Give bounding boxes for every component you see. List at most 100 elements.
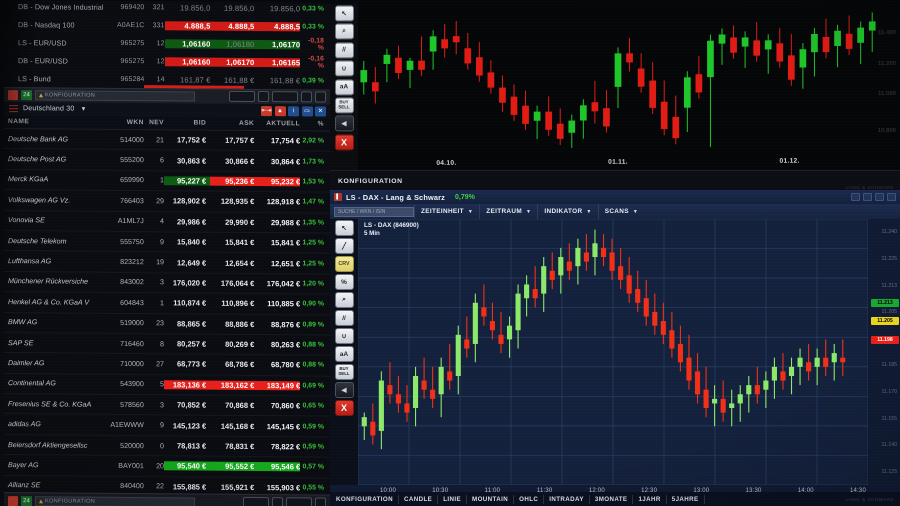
table-row[interactable]: Continental AG 543900 5 183,136 €183,162 €1… xyxy=(4,373,330,397)
status-item[interactable]: OHLC xyxy=(514,494,545,504)
table-row[interactable]: Deutsche Bank AG 514000 21 17,752 € 17,757 €… xyxy=(4,129,330,152)
stock-wkn: 843002 xyxy=(120,278,144,287)
stock-bid: 78,813 € xyxy=(177,441,207,451)
menu-zeiteinheit[interactable]: ZEITEINHEIT ▼ xyxy=(414,204,479,219)
bottom-konfiguration-field[interactable]: KONFIGURATION xyxy=(35,495,195,506)
status-item[interactable]: 5JAHRE xyxy=(667,494,705,504)
toolbar-button-5[interactable] xyxy=(315,91,326,104)
window-minimize-button[interactable] xyxy=(851,193,860,201)
stock-ask: 183,162 € xyxy=(210,380,255,390)
menu-zeitraum[interactable]: ZEITRAUM ▼ xyxy=(479,204,537,219)
lower-chart-title: LS - DAX - Lang & Schwarz xyxy=(346,192,446,202)
percent-icon[interactable]: % xyxy=(334,274,354,290)
konfiguration-label[interactable]: KONFIGURATION xyxy=(338,178,403,185)
speaker-icon[interactable]: ◀ xyxy=(334,115,354,132)
parallel-lines-icon[interactable]: // xyxy=(334,310,354,326)
bottom-button-3[interactable] xyxy=(286,497,312,506)
menu-indikator[interactable]: INDIKATOR ▼ xyxy=(537,204,597,219)
y-tick-label: 11.240 xyxy=(881,229,897,236)
stock-percent: 0,89 % xyxy=(302,321,324,329)
stock-ask: 88,886 € xyxy=(225,319,255,329)
panel-icon-close[interactable]: ✕ xyxy=(315,106,326,117)
table-row[interactable]: adidas AG A1EWWW 9 145,123 € 145,168 € 145,14… xyxy=(4,414,330,438)
konfiguration-field[interactable]: KONFIGURATION xyxy=(35,90,195,102)
crv-icon[interactable]: CRV xyxy=(334,256,354,272)
bottom-record-icon[interactable] xyxy=(8,495,18,506)
bottom-button-2[interactable] xyxy=(272,497,283,506)
buy-sell-icon[interactable]: BUY SELL xyxy=(334,364,354,380)
text-icon[interactable]: aA xyxy=(334,78,354,96)
table-row[interactable]: Merck KGaA 659990 1 95,227 €95,236 €95,232 … xyxy=(4,169,330,193)
status-item[interactable]: MOUNTAIN xyxy=(467,494,515,504)
text-icon[interactable]: aA xyxy=(334,346,354,362)
status-item[interactable]: KONFIGURATION xyxy=(330,494,399,504)
table-row[interactable]: SAP SE 716460 8 80,257 € 80,269 € 80,263 €0,8… xyxy=(4,332,330,356)
speaker-icon[interactable]: ◀ xyxy=(334,382,354,398)
stock-aktuell: 110,885 € xyxy=(267,299,301,309)
table-row[interactable]: Fresenius SE & Co. KGaA 578560 3 70,852 € 70… xyxy=(4,394,330,418)
stock-nev: 0 xyxy=(160,441,164,450)
menu-scans[interactable]: SCANS ▼ xyxy=(597,204,644,219)
toolbar-button-1[interactable] xyxy=(229,91,255,103)
lower-chart-statusbar: KONFIGURATION CANDLE LINIE MOUNTAIN OHLC INTR… xyxy=(330,492,900,506)
window-restore-button[interactable] xyxy=(863,193,872,201)
toolbar-button-2[interactable] xyxy=(258,91,269,103)
stock-percent: 1,47 % xyxy=(302,198,324,206)
panel-icon-filter[interactable]: ⇤⇥ xyxy=(261,106,272,117)
status-item[interactable]: 1JAHR xyxy=(633,494,667,504)
table-row[interactable]: Münchener Rückversiche 843002 3 176,020 € 17… xyxy=(4,271,330,295)
window-close-button[interactable] xyxy=(887,193,896,201)
bottom-button-1[interactable] xyxy=(243,496,269,506)
parallel-lines-icon[interactable]: // xyxy=(334,42,354,59)
window-maximize-button[interactable] xyxy=(875,193,884,201)
bottom-button-4[interactable] xyxy=(315,497,326,506)
magnifier-icon[interactable]: ⌕ xyxy=(334,292,354,308)
table-row[interactable]: Vonovia SE A1ML7J 4 29,986 € 29,990 € 29,988 … xyxy=(4,210,330,234)
stock-nev: 23 xyxy=(156,319,164,328)
trendline-icon[interactable]: ╱ xyxy=(334,238,354,254)
panel-icon-window[interactable]: ▭ xyxy=(301,106,313,117)
y-tick-label: 11.155 xyxy=(881,415,897,422)
lower-candlestick-chart[interactable]: LS - DAX (846900) 5 Min xyxy=(358,219,868,485)
table-row[interactable]: Bayer AG BAY001 20 95,540 €95,552 €95,546 €… xyxy=(4,455,330,479)
table-row[interactable]: Beiersdorf Aktiengesellsc 520000 0 78,813 €… xyxy=(4,434,330,458)
status-item[interactable]: 3MONATE xyxy=(590,494,634,504)
x-tick-label: 01.11. xyxy=(608,158,628,166)
stock-wkn: 543900 xyxy=(120,380,144,389)
magnifier-icon[interactable]: ⌕ xyxy=(334,23,354,40)
table-row[interactable]: Henkel AG & Co. KGaA V 604843 1 110,874 € 11… xyxy=(4,292,330,316)
record-icon[interactable] xyxy=(8,90,18,101)
cursor-plus-icon[interactable]: ↖ xyxy=(334,220,354,236)
panel-icon-alert[interactable]: ▲ xyxy=(274,106,286,117)
close-icon[interactable]: X xyxy=(334,134,354,151)
market-selector[interactable]: Deutschland 30 ▼ ⇤⇥ ▲ i ▭ ✕ xyxy=(4,102,330,119)
stock-wkn: 555750 xyxy=(120,237,144,246)
index-quote-list: DB - Dow Jones Industrial 969420 321 19.856… xyxy=(4,0,330,90)
cursor-icon[interactable]: ↖ xyxy=(334,5,354,22)
toolbar-button-4[interactable] xyxy=(301,91,312,103)
stock-nev: 9 xyxy=(160,421,164,430)
chart-search-input[interactable]: SUCHE / WKN / ISIN xyxy=(334,206,414,217)
table-row[interactable]: BMW AG 519000 23 88,865 € 88,886 € 88,876 €0,… xyxy=(4,312,330,336)
stock-percent: 1,73 % xyxy=(302,157,324,166)
stock-percent: 1,25 % xyxy=(302,239,324,247)
toolbar-button-3[interactable] xyxy=(272,91,298,103)
stock-name: Continental AG xyxy=(8,379,56,388)
curve-icon[interactable]: ∪ xyxy=(334,60,354,77)
table-row[interactable]: Lufthansa AG 823212 19 12,649 € 12,654 € 12,6… xyxy=(4,251,330,275)
buy-sell-icon[interactable]: BUY SELL xyxy=(334,97,354,114)
status-item[interactable]: LINIE xyxy=(438,494,468,504)
close-icon[interactable]: X xyxy=(334,400,354,416)
status-item[interactable]: CANDLE xyxy=(399,494,439,504)
chevron-down-icon[interactable]: ▼ xyxy=(80,106,87,113)
table-row[interactable]: Daimler AG 710000 27 68,773 € 68,786 € 68,780… xyxy=(4,353,330,377)
stock-nev: 5 xyxy=(160,380,164,389)
table-row[interactable]: Deutsche Post AG 555200 6 30,863 € 30,866 € 3… xyxy=(4,149,330,173)
upper-candlestick-chart[interactable] xyxy=(358,0,878,155)
y-tick-label: 11.125 xyxy=(881,468,897,475)
status-item[interactable]: INTRADAY xyxy=(544,494,590,504)
curve-icon[interactable]: ∪ xyxy=(334,328,354,344)
panel-icon-info[interactable]: i xyxy=(288,106,299,117)
table-row[interactable]: Deutsche Telekom 555750 9 15,840 €15,841 €1… xyxy=(4,230,330,254)
table-row[interactable]: Volkswagen AG Vz. 766403 29 128,902 € 128,93… xyxy=(4,190,330,214)
